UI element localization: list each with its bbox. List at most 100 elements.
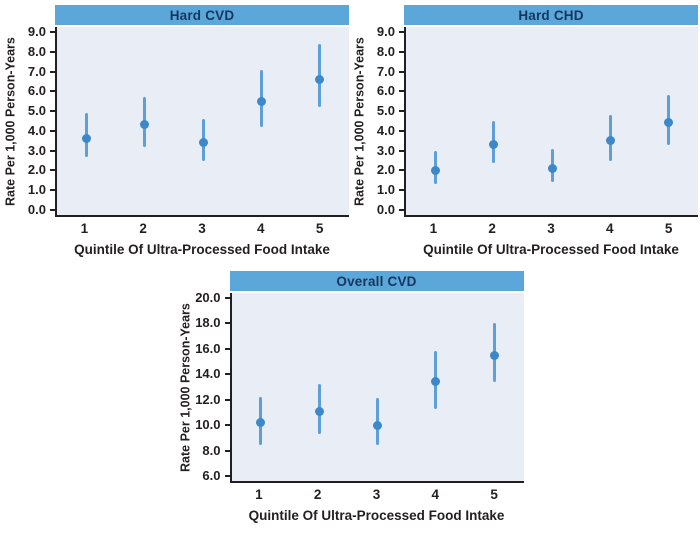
plot-area bbox=[404, 27, 698, 217]
y-tick-label: 20.0 bbox=[195, 289, 221, 305]
x-tick-label: 1 bbox=[80, 221, 89, 236]
panel-title: Hard CVD bbox=[55, 5, 349, 25]
x-tick-label: 2 bbox=[488, 221, 496, 236]
panel-title: Overall CVD bbox=[229, 271, 524, 291]
x-axis-title: Quintile Of Ultra-Processed Food Intake bbox=[248, 508, 505, 523]
y-tick-mark bbox=[50, 189, 55, 192]
y-axis-title: Rate Per 1,000 Person-Years bbox=[3, 37, 18, 207]
y-axis-title: Rate Per 1,000 Person-Years bbox=[352, 37, 367, 207]
x-tick-label: 5 bbox=[315, 221, 324, 236]
point-estimate-marker bbox=[81, 134, 91, 144]
y-tick-mark bbox=[399, 70, 404, 73]
y-tick-mark bbox=[224, 398, 230, 401]
y-tick-mark bbox=[50, 169, 55, 172]
x-axis-title: Quintile Of Ultra-Processed Food Intake bbox=[423, 242, 679, 257]
y-tick-label: 10.0 bbox=[195, 416, 221, 432]
y-tick-label: 3.0 bbox=[27, 142, 46, 158]
y-tick-mark bbox=[399, 129, 404, 132]
y-axis-ticks: 6.0 8.0 10.0 12.0 14.0 16.0 18.0 20.0 bbox=[194, 289, 230, 483]
y-axis-title: Rate Per 1,000 Person-Years bbox=[178, 303, 192, 473]
x-tick-label: 3 bbox=[198, 221, 206, 236]
point-estimate-marker bbox=[664, 118, 674, 128]
y-tick-mark bbox=[224, 475, 230, 477]
y-tick-label: 6.0 bbox=[202, 467, 221, 483]
y-tick-mark bbox=[224, 297, 230, 299]
y-axis-ticks: 0.0 1.0 2.0 3.0 4.0 5.0 6.0 7.0 8.0 9.0 bbox=[368, 23, 404, 217]
y-tick-mark bbox=[399, 31, 404, 33]
y-tick-mark bbox=[224, 322, 230, 325]
y-tick-label: 0.0 bbox=[27, 201, 46, 217]
y-tick-label: 3.0 bbox=[376, 142, 395, 158]
x-tick-label: 3 bbox=[372, 487, 381, 502]
y-tick-label: 14.0 bbox=[195, 366, 221, 382]
point-estimate-marker bbox=[431, 377, 441, 387]
y-tick-mark bbox=[50, 50, 55, 53]
y-tick-label: 9.0 bbox=[376, 23, 395, 39]
point-estimate-marker bbox=[430, 165, 440, 175]
y-tick-label: 4.0 bbox=[376, 122, 395, 138]
y-tick-mark bbox=[399, 209, 404, 211]
y-tick-label: 6.0 bbox=[376, 83, 395, 99]
point-estimate-marker bbox=[256, 418, 266, 428]
y-tick-label: 6.0 bbox=[27, 83, 46, 99]
point-estimate-marker bbox=[314, 406, 324, 416]
y-tick-label: 5.0 bbox=[27, 102, 46, 118]
y-tick-label: 18.0 bbox=[195, 315, 221, 331]
y-tick-label: 8.0 bbox=[376, 43, 395, 59]
y-tick-mark bbox=[50, 31, 55, 33]
plot-area bbox=[229, 293, 524, 483]
x-tick-label: 1 bbox=[429, 221, 438, 236]
y-axis-ticks: 0.0 1.0 2.0 3.0 4.0 5.0 6.0 7.0 8.0 9.0 bbox=[19, 24, 55, 217]
x-tick-label: 2 bbox=[139, 221, 147, 236]
y-tick-mark bbox=[50, 90, 55, 93]
x-tick-label: 4 bbox=[257, 221, 265, 236]
point-estimate-marker bbox=[489, 350, 499, 360]
x-tick-label: 5 bbox=[664, 221, 673, 236]
y-tick-label: 16.0 bbox=[195, 340, 221, 356]
x-tick-label: 2 bbox=[313, 487, 322, 502]
x-axis-ticks: 1 2 3 4 5 bbox=[55, 217, 349, 242]
y-tick-label: 8.0 bbox=[202, 442, 221, 458]
y-tick-mark bbox=[399, 169, 404, 172]
top-panel-row: Hard CVD Rate Per 1,000 Person-Years 0.0… bbox=[0, 0, 700, 262]
y-tick-mark bbox=[399, 149, 404, 152]
y-tick-mark bbox=[224, 373, 230, 376]
y-tick-label: 7.0 bbox=[376, 63, 395, 79]
y-tick-mark bbox=[399, 90, 404, 93]
x-axis-ticks: 1 2 3 4 5 bbox=[230, 483, 524, 508]
y-tick-mark bbox=[224, 424, 230, 427]
x-axis-ticks: 1 2 3 4 5 bbox=[404, 217, 698, 242]
y-tick-mark bbox=[50, 129, 55, 132]
point-estimate-marker bbox=[547, 163, 557, 173]
x-tick-label: 4 bbox=[431, 487, 440, 502]
y-tick-label: 12.0 bbox=[195, 391, 221, 407]
point-estimate-marker bbox=[605, 136, 615, 146]
x-tick-label: 1 bbox=[255, 487, 263, 502]
y-tick-mark bbox=[399, 110, 404, 113]
y-tick-mark bbox=[50, 149, 55, 152]
point-estimate-marker bbox=[373, 420, 382, 430]
x-axis-title: Quintile Of Ultra-Processed Food Intake bbox=[74, 242, 330, 257]
y-tick-label: 1.0 bbox=[27, 181, 46, 197]
y-tick-mark bbox=[399, 50, 404, 53]
panel-hard-cvd: Hard CVD Rate Per 1,000 Person-Years 0.0… bbox=[2, 5, 349, 262]
y-tick-mark bbox=[50, 209, 55, 211]
y-tick-label: 5.0 bbox=[376, 102, 395, 118]
plot-area bbox=[55, 27, 349, 217]
point-estimate-marker bbox=[140, 120, 150, 130]
point-estimate-marker bbox=[198, 138, 208, 148]
y-tick-mark bbox=[224, 449, 230, 452]
point-estimate-marker bbox=[315, 74, 325, 84]
x-tick-label: 4 bbox=[606, 221, 614, 236]
y-tick-mark bbox=[50, 110, 55, 113]
panel-title: Hard CHD bbox=[404, 5, 698, 25]
y-tick-label: 8.0 bbox=[27, 43, 46, 59]
y-tick-label: 1.0 bbox=[376, 181, 395, 197]
y-tick-label: 2.0 bbox=[27, 162, 46, 178]
bottom-panel-row: Overall CVD Rate Per 1,000 Person-Years … bbox=[0, 271, 700, 528]
x-tick-label: 5 bbox=[490, 487, 498, 502]
point-estimate-marker bbox=[256, 96, 266, 106]
y-tick-mark bbox=[399, 189, 404, 192]
y-tick-label: 4.0 bbox=[27, 122, 46, 138]
x-tick-label: 3 bbox=[547, 221, 555, 236]
